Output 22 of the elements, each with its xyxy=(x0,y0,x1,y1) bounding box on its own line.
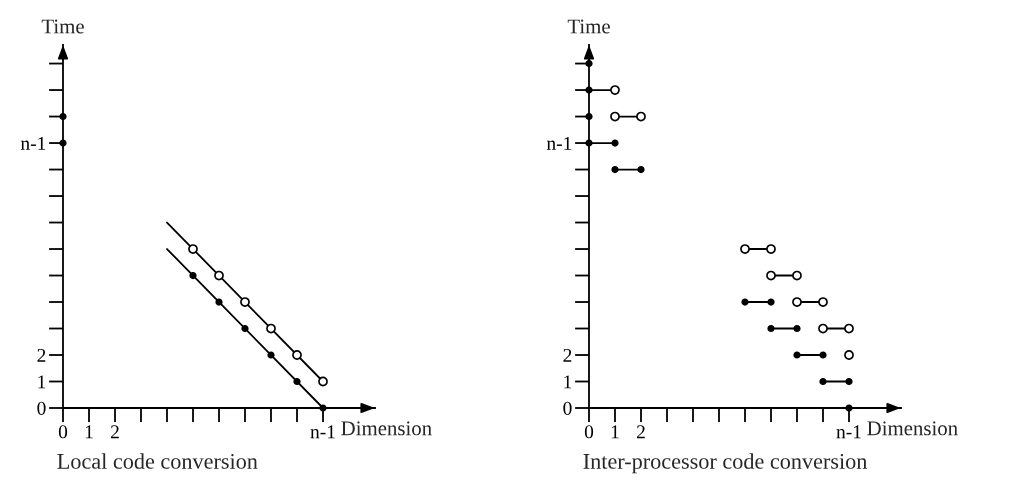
x-axis-title: Dimension xyxy=(867,421,958,436)
y-tick-label: n-1 xyxy=(20,136,46,150)
y-tick-label: 1 xyxy=(564,375,572,389)
y-tick-label: 0 xyxy=(563,401,572,415)
y-axis-title: Time xyxy=(567,19,610,34)
y-tick-label: 1 xyxy=(38,375,46,389)
y-tick-label: 2 xyxy=(563,348,572,362)
x-tick-label: n-1 xyxy=(310,425,335,439)
x-tick-label: 1 xyxy=(85,425,93,439)
x-tick-label: 2 xyxy=(636,425,645,439)
x-tick-label: n-1 xyxy=(836,425,861,439)
x-tick-label: 2 xyxy=(110,425,119,439)
y-tick-label: n-1 xyxy=(546,136,572,150)
x-tick-label: 0 xyxy=(58,425,68,439)
y-tick-label: 2 xyxy=(37,348,46,362)
x-axis-title: Dimension xyxy=(341,421,432,436)
y-axis-title: Time xyxy=(41,19,84,34)
y-tick-label: 0 xyxy=(37,401,46,415)
x-tick-label: 1 xyxy=(611,425,619,439)
x-tick-label: 0 xyxy=(584,425,594,439)
text: Local code conversion xyxy=(57,453,258,469)
text: Inter-processor code conversion xyxy=(583,453,868,474)
